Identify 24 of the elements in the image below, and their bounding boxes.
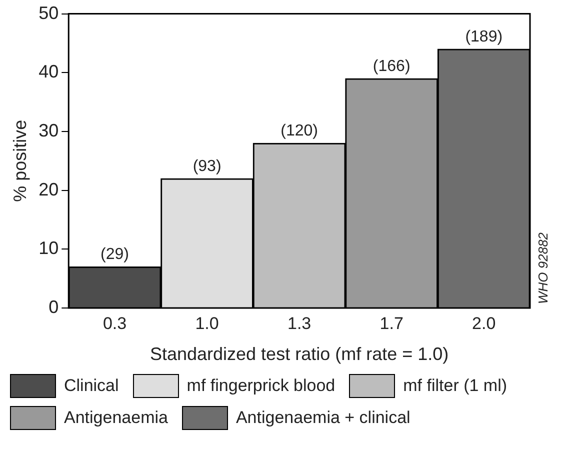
y-tick-label: 0	[48, 296, 59, 317]
annotation: (189)	[465, 28, 503, 46]
y-tick-label: 40	[38, 62, 59, 82]
legend-label: mf fingerprick blood	[186, 376, 336, 396]
text: WHO 92882	[536, 232, 551, 304]
x-tick-label: 1.3	[287, 314, 312, 333]
x-tick-label: 2.0	[472, 314, 496, 333]
legend-label: mf filter (1 ml)	[403, 376, 508, 396]
annotation: (29)	[100, 246, 129, 264]
legend-label: Clinical	[64, 376, 119, 396]
x-tick-label: 1.0	[195, 314, 219, 333]
annotation: (120)	[280, 122, 318, 140]
annotation: (166)	[372, 58, 410, 75]
annotation: (93)	[192, 158, 222, 175]
y-tick-label: 20	[38, 179, 59, 200]
y-tick-label: 30	[38, 120, 59, 140]
y-tick-label: 50	[38, 2, 59, 23]
y-axis-title: % positive	[10, 120, 30, 202]
legend-label: Antigenaemia	[64, 408, 168, 428]
y-tick-label: 10	[38, 238, 59, 258]
x-tick-label: 1.7	[380, 314, 404, 333]
x-axis-title: Standardized test ratio (mf rate = 1.0)	[150, 344, 449, 364]
legend-label: Antigenaemia + clinical	[236, 408, 410, 428]
x-tick-label: 0.3	[102, 314, 127, 333]
